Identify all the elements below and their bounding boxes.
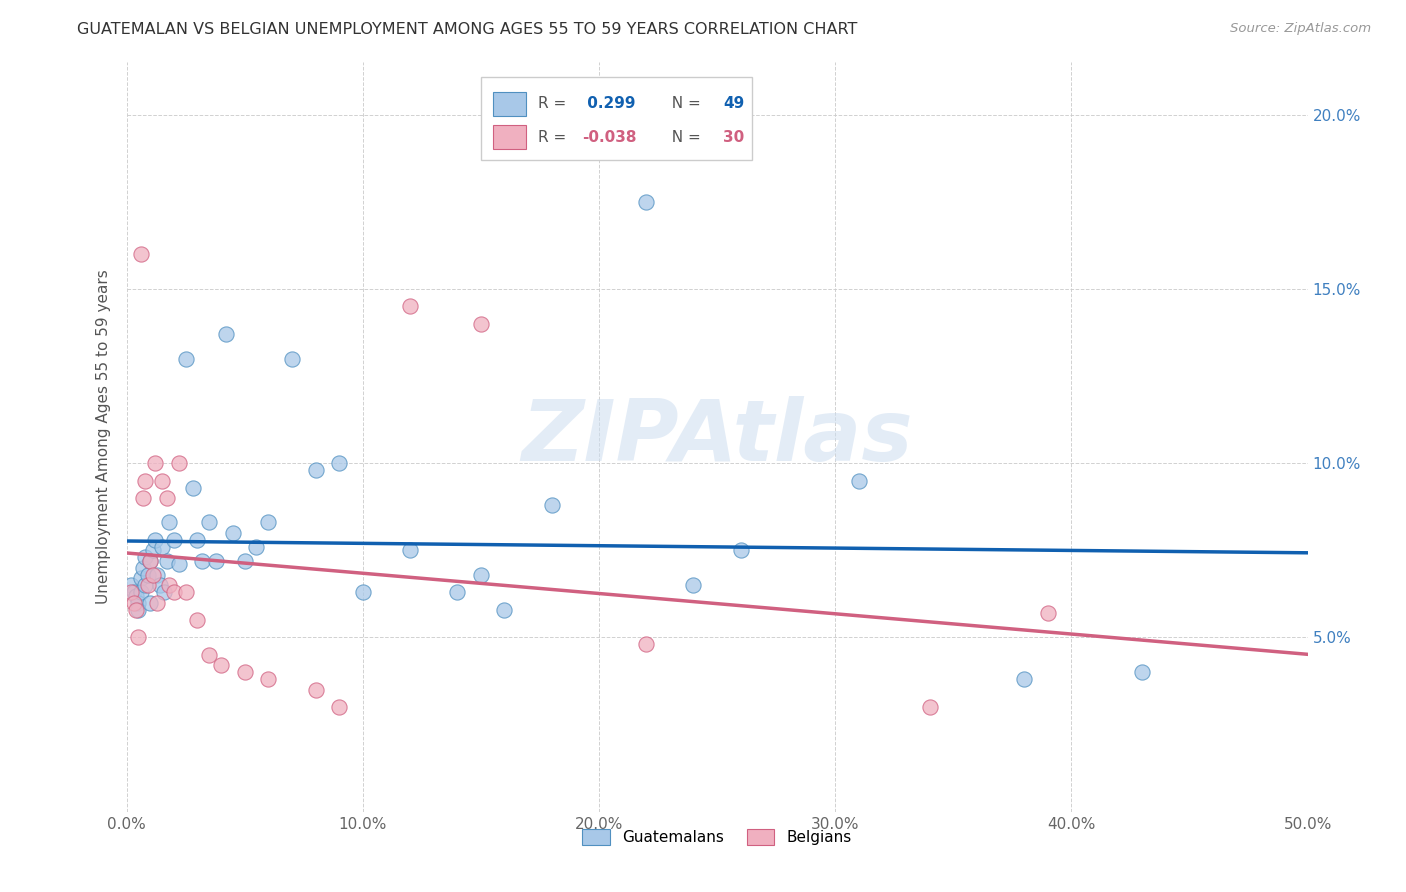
- Point: [127, 596, 149, 610]
- Text: ZIPAtlas: ZIPAtlas: [522, 395, 912, 479]
- Point: [257, 516, 280, 530]
- FancyBboxPatch shape: [492, 126, 526, 149]
- Point: [304, 463, 326, 477]
- Legend: Guatemalans, Belgians: Guatemalans, Belgians: [575, 822, 859, 853]
- FancyBboxPatch shape: [481, 78, 752, 160]
- Text: R =: R =: [537, 130, 571, 145]
- Text: 30: 30: [723, 130, 744, 145]
- Point: [191, 554, 214, 568]
- Point: [209, 658, 232, 673]
- Point: [132, 561, 155, 575]
- Point: [167, 558, 190, 572]
- Text: N =: N =: [662, 96, 706, 112]
- Point: [157, 578, 180, 592]
- Point: [399, 299, 422, 313]
- FancyBboxPatch shape: [492, 92, 526, 116]
- Point: [233, 554, 256, 568]
- Point: [918, 700, 941, 714]
- Point: [257, 673, 280, 687]
- Point: [143, 456, 166, 470]
- Point: [139, 596, 162, 610]
- Text: R =: R =: [537, 96, 571, 112]
- Point: [134, 550, 156, 565]
- Point: [150, 540, 173, 554]
- Point: [181, 481, 204, 495]
- Point: [120, 578, 142, 592]
- Point: [328, 700, 350, 714]
- Point: [149, 578, 172, 592]
- Point: [222, 525, 245, 540]
- Point: [156, 554, 179, 568]
- Point: [215, 327, 238, 342]
- Point: [129, 571, 152, 585]
- Point: [122, 585, 145, 599]
- Y-axis label: Unemployment Among Ages 55 to 59 years: Unemployment Among Ages 55 to 59 years: [96, 269, 111, 605]
- Text: Source: ZipAtlas.com: Source: ZipAtlas.com: [1230, 22, 1371, 36]
- Point: [163, 585, 186, 599]
- Point: [141, 543, 163, 558]
- Point: [328, 456, 350, 470]
- Point: [141, 567, 163, 582]
- Point: [399, 543, 422, 558]
- Point: [139, 554, 162, 568]
- Point: [470, 317, 492, 331]
- Point: [163, 533, 186, 547]
- Point: [470, 567, 492, 582]
- Point: [636, 637, 658, 651]
- Point: [245, 540, 267, 554]
- Point: [1036, 606, 1059, 620]
- Text: N =: N =: [662, 130, 706, 145]
- Point: [186, 613, 208, 627]
- Point: [136, 578, 159, 592]
- Point: [186, 533, 208, 547]
- Point: [150, 474, 173, 488]
- Point: [120, 585, 142, 599]
- Point: [304, 682, 326, 697]
- Point: [129, 247, 152, 261]
- Point: [153, 585, 176, 599]
- Point: [167, 456, 190, 470]
- Point: [540, 498, 562, 512]
- Point: [134, 474, 156, 488]
- Point: [636, 194, 658, 209]
- Point: [139, 554, 162, 568]
- Point: [174, 351, 197, 366]
- Point: [127, 631, 149, 645]
- Point: [129, 585, 152, 599]
- Point: [125, 589, 148, 603]
- Point: [127, 602, 149, 616]
- Point: [146, 567, 169, 582]
- Point: [494, 602, 516, 616]
- Point: [198, 648, 221, 662]
- Text: 49: 49: [723, 96, 744, 112]
- Point: [125, 602, 148, 616]
- Text: 0.299: 0.299: [582, 96, 636, 112]
- Point: [1012, 673, 1035, 687]
- Point: [446, 585, 468, 599]
- Point: [233, 665, 256, 680]
- Point: [352, 585, 374, 599]
- Point: [730, 543, 752, 558]
- Point: [156, 491, 179, 505]
- Point: [682, 578, 704, 592]
- Point: [157, 516, 180, 530]
- Point: [136, 567, 159, 582]
- Point: [134, 578, 156, 592]
- Point: [132, 491, 155, 505]
- Point: [281, 351, 304, 366]
- Point: [198, 516, 221, 530]
- Point: [122, 596, 145, 610]
- Point: [1130, 665, 1153, 680]
- Text: GUATEMALAN VS BELGIAN UNEMPLOYMENT AMONG AGES 55 TO 59 YEARS CORRELATION CHART: GUATEMALAN VS BELGIAN UNEMPLOYMENT AMONG…: [77, 22, 858, 37]
- Text: -0.038: -0.038: [582, 130, 637, 145]
- Point: [146, 596, 169, 610]
- Point: [848, 474, 870, 488]
- Point: [174, 585, 197, 599]
- Point: [205, 554, 228, 568]
- Point: [143, 533, 166, 547]
